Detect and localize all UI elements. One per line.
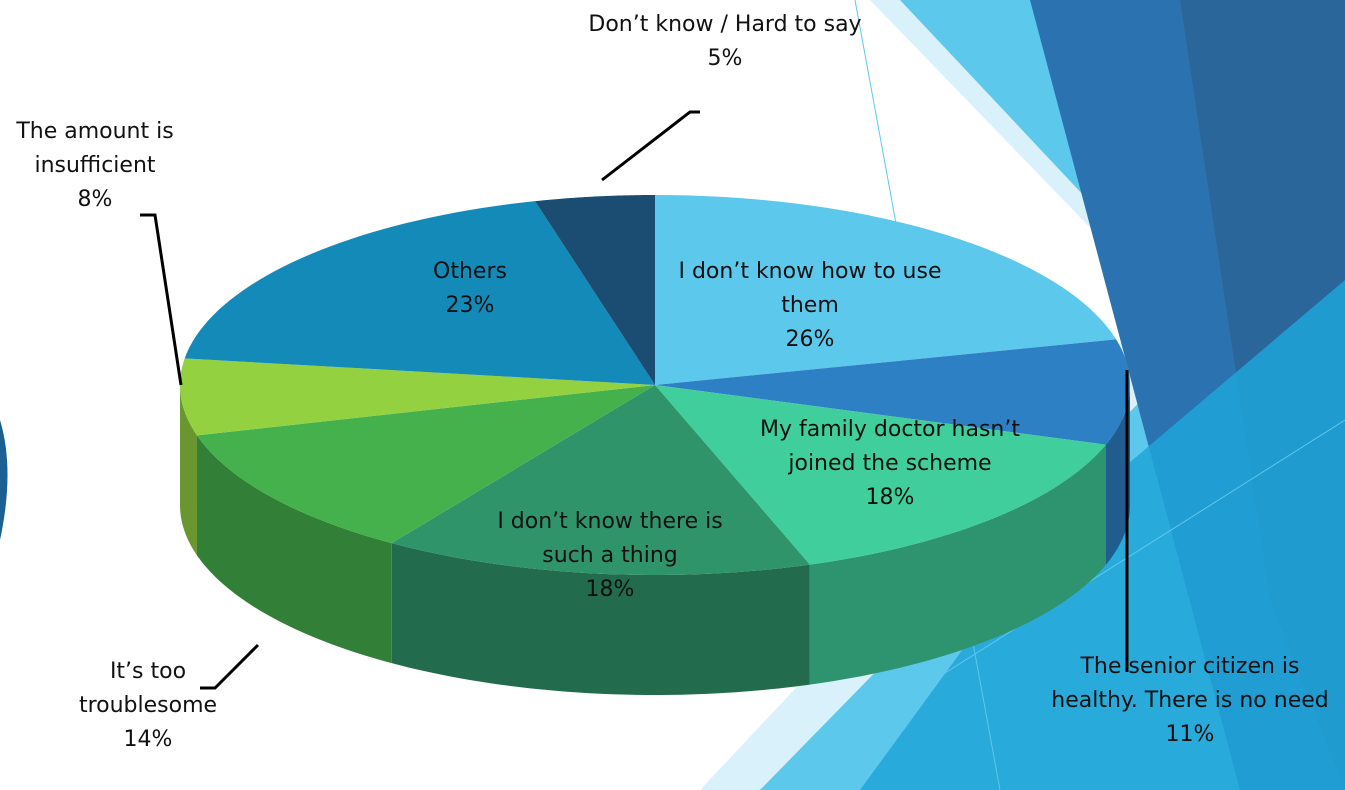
category-label: My family doctor hasn’t joined the schem… <box>760 417 1020 476</box>
bg-shape <box>0 420 8 540</box>
value-label: 5% <box>707 46 743 71</box>
pie-slice <box>534 195 655 385</box>
pie <box>180 195 1130 695</box>
leader-lines <box>140 110 1129 690</box>
pie-slice-side <box>180 385 197 556</box>
pie-slice <box>196 385 655 544</box>
data-label: Others 23% <box>390 255 550 323</box>
data-label: I don’t know how to use them 26% <box>660 255 960 357</box>
leader-line <box>140 213 183 386</box>
pie-slice <box>655 385 1106 565</box>
data-label: The amount is insufficient 8% <box>0 115 195 217</box>
pie-slice <box>184 201 655 385</box>
pie-slice-side <box>196 435 392 664</box>
pie-slice <box>655 195 1117 385</box>
category-label: It’s too troublesome <box>78 659 218 718</box>
pie-slice <box>655 339 1130 445</box>
data-label: My family doctor hasn’t joined the schem… <box>755 413 1025 515</box>
value-label: 26% <box>785 327 835 352</box>
value-label: 11% <box>1165 722 1215 747</box>
pie-slice-side <box>1105 385 1130 565</box>
value-label: 18% <box>585 577 635 602</box>
leader-line <box>200 643 260 690</box>
data-label: Don’t know / Hard to say 5% <box>580 8 870 76</box>
data-label: I don’t know there is such a thing 18% <box>470 505 750 607</box>
pie-slice-side <box>809 444 1106 685</box>
data-label: It’s too troublesome 14% <box>48 655 248 757</box>
value-label: 18% <box>865 485 915 510</box>
category-label: Others <box>433 259 507 284</box>
pie-slice <box>180 358 655 436</box>
category-label: I don’t know there is such a thing <box>497 509 723 568</box>
category-label: The amount is insufficient <box>16 119 174 178</box>
value-label: 23% <box>445 293 495 318</box>
value-label: 14% <box>123 727 173 752</box>
leader-line <box>601 110 700 182</box>
category-label: I don’t know how to use them <box>678 259 942 318</box>
category-label: The senior citizen is healthy. There is … <box>1051 654 1329 713</box>
pie-slice <box>391 385 810 575</box>
value-label: 8% <box>77 187 113 212</box>
data-label: The senior citizen is healthy. There is … <box>1045 650 1335 752</box>
category-label: Don’t know / Hard to say <box>588 12 862 37</box>
pie-slice-side <box>391 543 810 695</box>
